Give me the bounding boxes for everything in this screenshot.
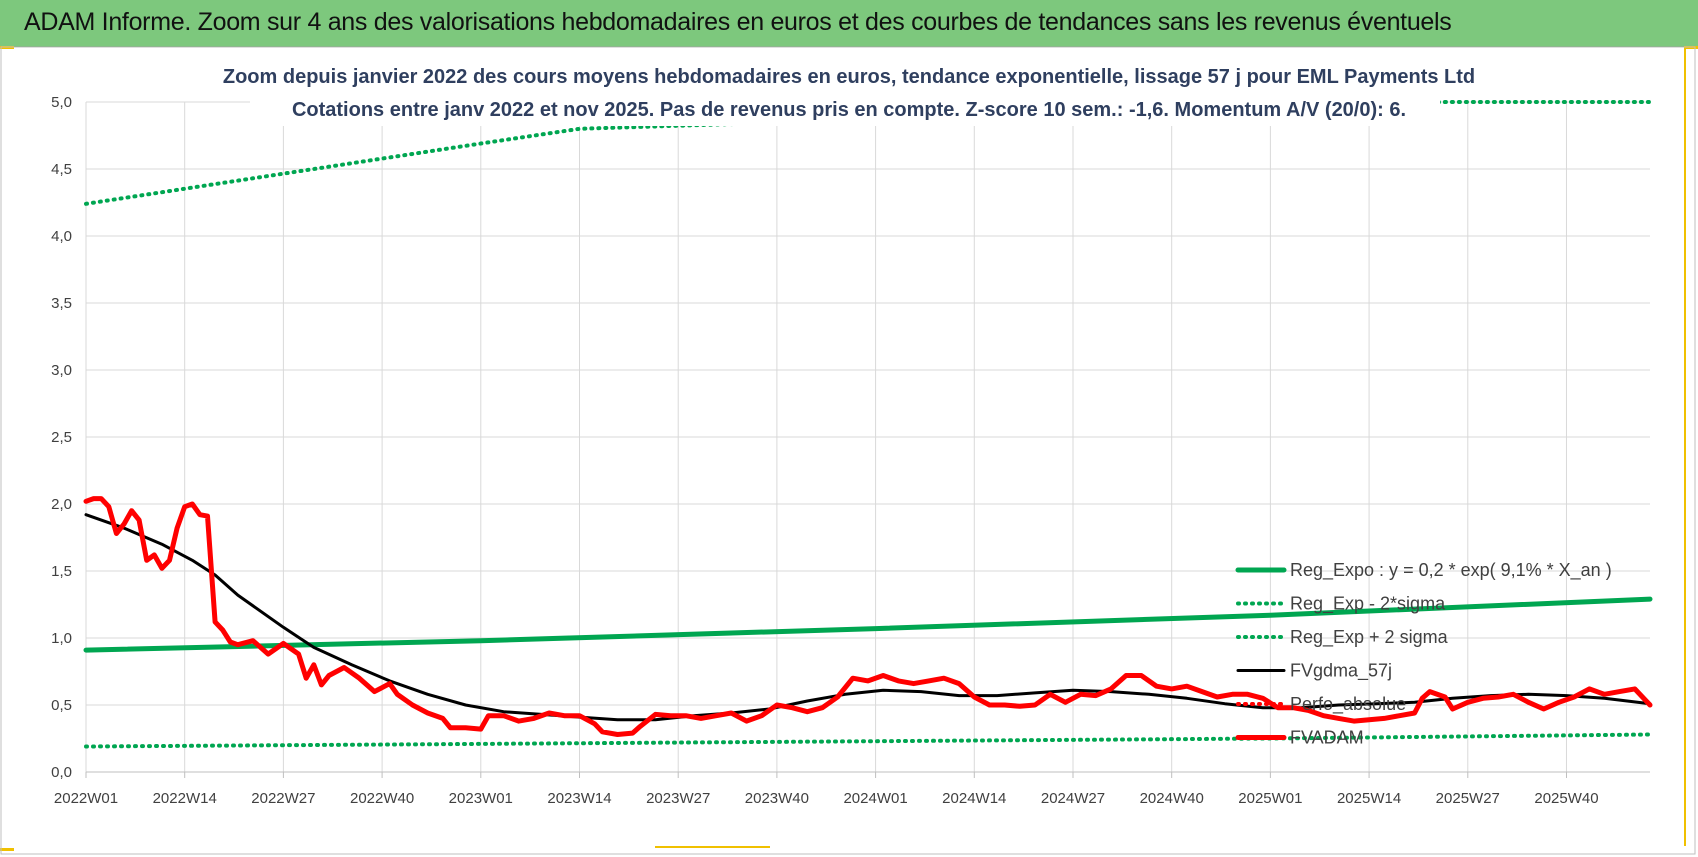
y-tick-label: 3,0 <box>51 362 72 379</box>
bottom-left-mark <box>0 848 14 851</box>
y-tick-label: 4,0 <box>51 228 72 245</box>
right-edge-vertical-mark <box>1684 46 1686 846</box>
legend-reg-exp-minus-2sigma-label: Reg_Exp - 2*sigma <box>1290 594 1446 615</box>
x-tick-label: 2025W14 <box>1337 790 1401 807</box>
fvgdma-57j-line <box>84 513 1652 722</box>
header-banner: ADAM Informe. Zoom sur 4 ans des valoris… <box>0 0 1698 47</box>
subtitle-box <box>250 56 1440 126</box>
bottom-center-mark <box>655 846 770 848</box>
legend-reg-expo-label: Reg_Expo : y = 0,2 * exp( 9,1% * X_an ) <box>1290 560 1612 581</box>
reg-exp-plus-2sigma-line <box>84 100 1652 206</box>
fvadam-line <box>83 496 1653 737</box>
y-tick-label: 2,0 <box>51 496 72 513</box>
y-tick-label: 2,5 <box>51 429 72 446</box>
x-tick-label: 2022W14 <box>153 790 217 807</box>
banner-title: ADAM Informe. Zoom sur 4 ans des valoris… <box>24 8 1452 36</box>
y-tick-label: 1,5 <box>51 563 72 580</box>
chart-title-line-1: Zoom depuis janvier 2022 des cours moyen… <box>223 66 1475 88</box>
legend-reg-exp-plus-2sigma-label: Reg_Exp + 2 sigma <box>1290 627 1449 648</box>
reg-exp-minus-2sigma-line <box>84 732 1652 749</box>
x-tick-label: 2023W14 <box>547 790 611 807</box>
y-tick-label: 5,0 <box>51 94 72 111</box>
x-tick-label: 2022W27 <box>251 790 315 807</box>
x-tick-label: 2022W01 <box>54 790 118 807</box>
x-tick-label: 2024W27 <box>1041 790 1105 807</box>
reg-expo-line <box>83 596 1653 653</box>
chart-frame <box>0 46 1696 855</box>
chart-title-line-2: Cotations entre janv 2022 et nov 2025. P… <box>292 99 1406 121</box>
legend-fvgdma-57j-label: FVgdma_57j <box>1290 661 1392 682</box>
x-tick-label: 2024W14 <box>942 790 1006 807</box>
y-tick-label: 3,5 <box>51 295 72 312</box>
x-tick-label: 2025W27 <box>1436 790 1500 807</box>
y-tick-label: 0,5 <box>51 697 72 714</box>
x-tick-label: 2024W40 <box>1140 790 1204 807</box>
x-tick-label: 2022W40 <box>350 790 414 807</box>
y-tick-label: 4,5 <box>51 161 72 178</box>
y-tick-label: 1,0 <box>51 630 72 647</box>
x-tick-label: 2023W27 <box>646 790 710 807</box>
x-tick-label: 2023W01 <box>449 790 513 807</box>
x-tick-label: 2024W01 <box>843 790 907 807</box>
x-tick-label: 2025W01 <box>1238 790 1302 807</box>
x-tick-label: 2023W40 <box>745 790 809 807</box>
valuation-chart: 0,0 0,5 1,0 1,5 2,0 2,5 3,0 3,5 4,0 4,5 5,0 2022W01… <box>0 46 1696 855</box>
x-tick-label: 2025W40 <box>1534 790 1598 807</box>
legend-perfo-absolue-label: Perfo_absolue <box>1290 694 1406 715</box>
legend-fvadam-label: FVADAM <box>1290 728 1364 748</box>
y-tick-label: 0,0 <box>51 764 72 781</box>
